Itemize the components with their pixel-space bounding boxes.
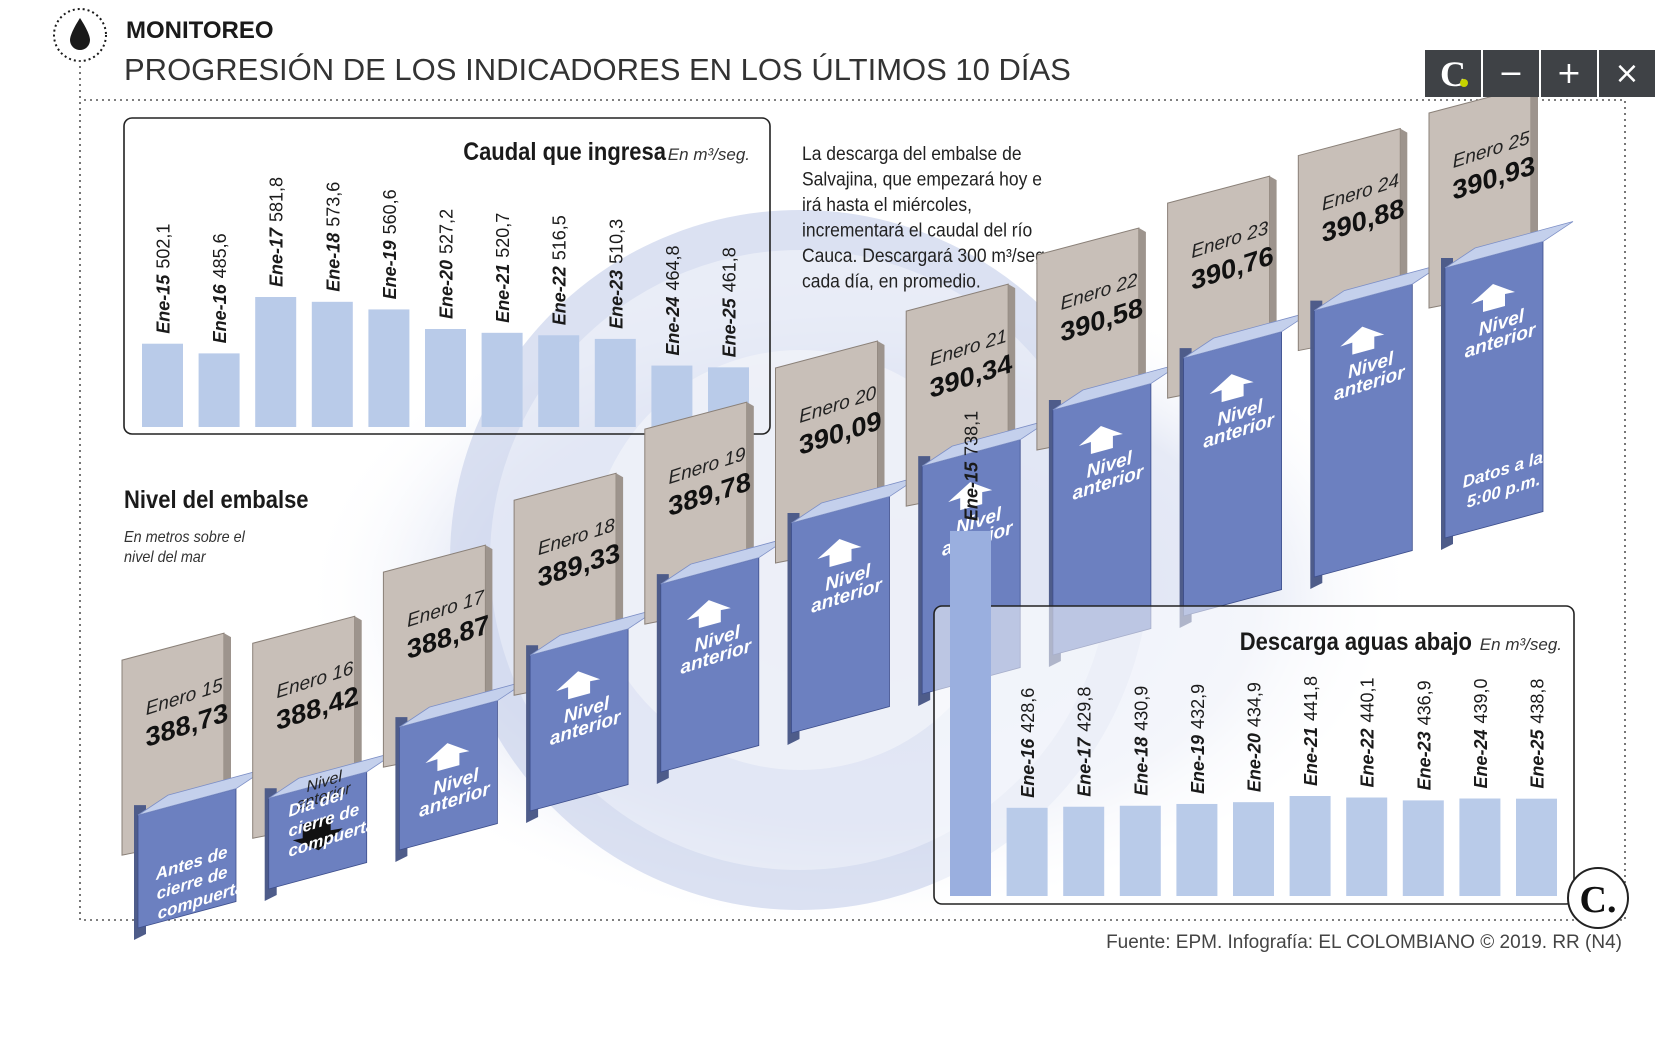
- bar-label: Ene-16428,6: [1018, 688, 1038, 798]
- note-text: La descarga del embalse de Salvajina, que…: [802, 142, 1050, 291]
- arrow-up-icon: [1209, 374, 1254, 403]
- source-credit: Fuente: EPM. Infografía: EL COLOMBIANO ©…: [1106, 932, 1622, 953]
- caudal-unit: En m³/seg.: [668, 145, 750, 164]
- bar-label: Ene-18430,9: [1131, 686, 1151, 796]
- bar-Ene-20: [1233, 802, 1274, 896]
- arrow-up-icon: [556, 671, 601, 700]
- prism-front: [791, 496, 890, 734]
- bar-label: Ene-20434,9: [1245, 682, 1265, 792]
- zoom-in-button[interactable]: +: [1541, 50, 1597, 97]
- bar-label: Ene-22516,5: [550, 215, 570, 325]
- bar-label: Ene-16485,6: [210, 233, 230, 343]
- arrow-down-icon: [292, 816, 343, 851]
- bar-label: Ene-18573,6: [323, 182, 343, 292]
- arrow-up-icon: [948, 482, 993, 511]
- bar-Ene-23: [594, 338, 636, 427]
- arrow-up-icon: [1340, 326, 1385, 355]
- caudal-title: Caudal que ingresa: [463, 138, 667, 166]
- bar-label: Ene-15738,1: [962, 411, 982, 521]
- viewer-toolbar: C − + ×: [1425, 50, 1655, 97]
- bar-Ene-17: [1063, 806, 1105, 896]
- arrow-up-icon: [425, 743, 470, 772]
- note-line: Cauca. Descargará 300 m³/seg.: [802, 244, 1050, 266]
- bar-Ene-21: [481, 332, 523, 427]
- header-title: PROGRESIÓN DE LOS INDICADORES EN LOS ÚLT…: [124, 52, 1071, 87]
- panel-caudal: [123, 117, 771, 435]
- close-button[interactable]: ×: [1599, 50, 1655, 97]
- bar-Ene-17: [255, 297, 297, 427]
- arrow-up-icon: [1471, 284, 1515, 312]
- nivel-subtitle-line2: nivel del mar: [124, 548, 207, 566]
- bar-label: Ene-24464,8: [663, 245, 683, 355]
- prism-top: [1444, 221, 1574, 269]
- note-line: irá hasta el miércoles,: [802, 193, 972, 215]
- bar-label: Ene-25438,8: [1528, 679, 1548, 789]
- arrow-up-icon: [686, 600, 731, 629]
- header-kicker: MONITOREO: [126, 17, 274, 44]
- brand-logo: C.: [1567, 867, 1629, 929]
- frame-border: [79, 60, 1626, 921]
- bar-Ene-15: [950, 530, 991, 896]
- bar-Ene-18: [1119, 805, 1161, 896]
- descarga-title: Descarga aguas abajo: [1240, 628, 1472, 656]
- bar-label: Ene-22440,1: [1358, 677, 1378, 787]
- bar-label: Ene-23436,9: [1414, 680, 1434, 790]
- bar-Ene-20: [425, 329, 466, 427]
- bar-Ene-16: [198, 353, 240, 427]
- bar-label: Ene-17429,8: [1075, 687, 1095, 797]
- bar-Ene-24: [651, 365, 693, 427]
- nivel-subtitle-line1: En metros sobre el: [124, 528, 245, 546]
- arrow-up-icon: [1078, 426, 1123, 454]
- logo-button[interactable]: C: [1425, 50, 1481, 97]
- bar-label: Ene-17581,8: [267, 177, 287, 287]
- bar-label: Ene-15502,1: [154, 224, 174, 334]
- bar-Ene-22: [1346, 797, 1388, 896]
- note-line: cada día, en promedio.: [802, 270, 981, 292]
- descarga-unit: En m³/seg.: [1480, 635, 1562, 654]
- zoom-out-button[interactable]: −: [1483, 50, 1539, 97]
- note-line: Salvajina, que empezará hoy e: [802, 168, 1042, 190]
- note-line: incrementará el caudal del río: [802, 219, 1032, 241]
- bar-Ene-19: [1176, 803, 1218, 896]
- bar-label: Ene-19560,6: [380, 189, 400, 299]
- arrow-up-icon: [817, 539, 862, 567]
- bar-Ene-21: [1289, 796, 1331, 896]
- bar-Ene-18: [311, 301, 353, 427]
- bar-Ene-15: [142, 343, 183, 427]
- svg-text:C.: C.: [1580, 879, 1617, 921]
- bar-Ene-25: [1516, 798, 1557, 896]
- bar-label: Ene-24439,0: [1471, 678, 1491, 788]
- bar-Ene-19: [368, 309, 410, 427]
- bar-label: Ene-25461,8: [720, 247, 740, 357]
- bar-label: Ene-21441,8: [1301, 676, 1321, 786]
- header-drop-icon: [53, 8, 107, 62]
- descarga-bars: Ene-15738,1 Ene-16428,6 Ene-17429,8 Ene-184…: [950, 411, 1557, 896]
- nivel-title: Nivel del embalse: [124, 486, 309, 514]
- bar-Ene-24: [1459, 798, 1501, 896]
- note-line: La descarga del embalse de: [802, 142, 1022, 164]
- bar-label: Ene-20527,2: [437, 209, 457, 319]
- bar-label: Ene-23510,3: [606, 219, 626, 329]
- bar-label: Ene-19432,9: [1188, 684, 1208, 794]
- bar-Ene-22: [538, 335, 580, 427]
- bar-label: Ene-21520,7: [493, 213, 513, 323]
- prism-front: [1183, 331, 1282, 617]
- bar-Ene-23: [1402, 800, 1444, 896]
- bar-Ene-16: [1006, 807, 1048, 896]
- caudal-bars: Ene-15502,1 Ene-16485,6 Ene-17581,8 Ene-185…: [142, 177, 749, 427]
